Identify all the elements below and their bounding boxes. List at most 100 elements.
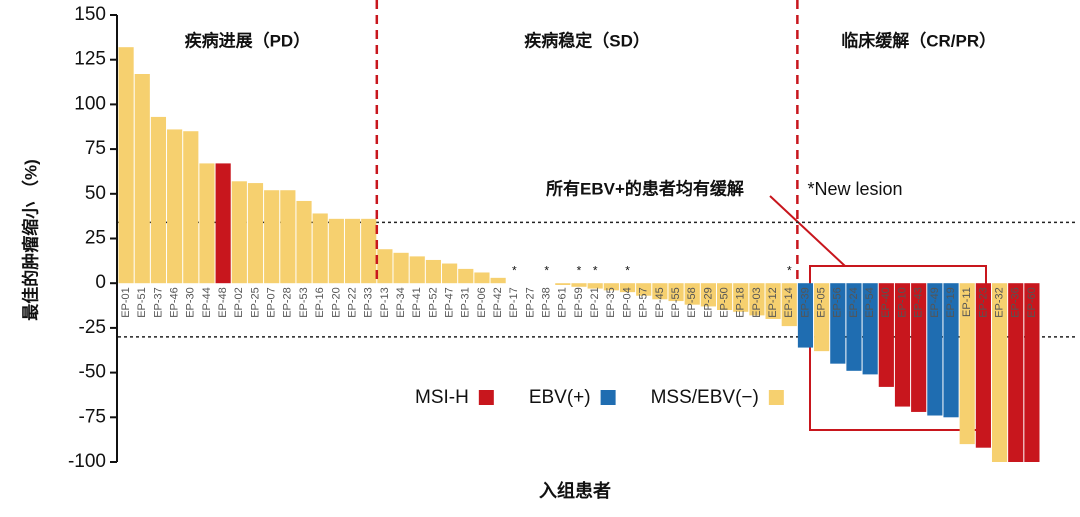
bar — [716, 283, 733, 311]
bar-label: EP-30 — [185, 287, 197, 318]
flag: * — [577, 263, 582, 277]
bar — [814, 283, 830, 352]
bar-label: EP-33 — [363, 287, 375, 318]
bar-label: EP-57 — [638, 287, 650, 318]
bar — [183, 131, 199, 284]
bar — [684, 283, 700, 305]
bar — [603, 283, 619, 291]
bar-label: EP-07 — [266, 287, 278, 318]
bar — [361, 218, 377, 284]
y-tick-label: -25 — [79, 317, 106, 338]
bar-label: EP-38 — [541, 287, 553, 318]
bar-label: EP-60 — [1026, 287, 1038, 318]
bar — [878, 283, 894, 387]
bar-label: EP-10 — [896, 287, 908, 318]
bar-label: EP-44 — [201, 287, 213, 318]
bar-label: EP-54 — [864, 287, 876, 318]
y-tick-label: 75 — [85, 138, 106, 159]
bar — [199, 163, 215, 284]
bar-label: EP-27 — [524, 287, 536, 318]
legend-swatch — [768, 390, 784, 405]
bar — [975, 283, 991, 448]
bar — [911, 283, 927, 412]
region-label: 疾病进展（PD） — [185, 30, 311, 50]
bar-label: EP-21 — [589, 287, 601, 318]
bar-label: EP-29 — [702, 287, 714, 318]
y-tick-label: 0 — [95, 272, 106, 293]
bar — [781, 283, 797, 327]
bar — [894, 283, 911, 407]
bar-label: EP-25 — [249, 287, 261, 318]
bar — [377, 249, 393, 284]
bar — [328, 218, 344, 284]
bar-label: EP-23 — [977, 287, 989, 318]
bar — [862, 283, 878, 375]
bar — [1024, 283, 1040, 462]
bar-label: EP-16 — [314, 287, 326, 318]
region-label: 疾病稳定（SD） — [524, 30, 650, 50]
legend-label: MSS/EBV(−) — [651, 387, 759, 408]
bar-label: EP-22 — [346, 287, 358, 318]
bar — [458, 268, 474, 284]
bar-label: EP-42 — [492, 287, 504, 318]
bar — [555, 283, 571, 285]
bar — [409, 256, 425, 284]
callout-arrow — [769, 195, 885, 267]
bar-label: EP-53 — [298, 287, 310, 318]
bar-label: EP-49 — [929, 287, 941, 318]
bar-label: EP-01 — [120, 287, 132, 318]
bar-label: EP-36 — [1010, 287, 1022, 318]
bar-label: EP-56 — [832, 287, 844, 318]
legend-label: MSI-H — [415, 387, 469, 408]
legend-label: EBV(+) — [529, 387, 591, 408]
bar-label: EP-11 — [961, 287, 973, 317]
bar — [733, 283, 749, 312]
legend-swatch — [478, 390, 494, 405]
bar-label: EP-46 — [169, 287, 181, 318]
bar-label: EP-02 — [233, 287, 245, 318]
bar-label: EP-03 — [751, 287, 763, 318]
bar-label: EP-51 — [136, 287, 148, 318]
bar-label: EP-04 — [621, 287, 633, 318]
bar — [571, 283, 587, 287]
bar — [490, 277, 506, 284]
bar-label: EP-48 — [217, 287, 229, 318]
bar — [846, 283, 862, 371]
bar-label: EP-14 — [783, 287, 795, 318]
bar — [959, 283, 975, 445]
bar — [927, 283, 943, 416]
bar — [442, 263, 458, 284]
y-tick-label: 150 — [74, 4, 106, 25]
bar — [280, 190, 296, 284]
region-label: 临床缓解（CR/PR） — [841, 30, 996, 50]
bar — [118, 47, 134, 284]
bar — [425, 259, 442, 284]
bar — [700, 283, 716, 307]
bar-label: EP-28 — [282, 287, 294, 318]
bar-label: EP-32 — [993, 287, 1005, 318]
bar — [619, 283, 636, 293]
y-axis-label: 最佳的肿瘤缩小 （%) — [20, 159, 40, 321]
bar-label: EP-50 — [718, 287, 730, 318]
bar-label: EP-17 — [508, 287, 520, 318]
bar-label: EP-34 — [395, 287, 407, 318]
flag: * — [787, 263, 792, 277]
bar-label: EP-40 — [880, 287, 892, 318]
bar — [765, 283, 781, 319]
flag: * — [625, 263, 630, 277]
bar-label: EP-06 — [476, 287, 488, 318]
bar-label: EP-59 — [573, 287, 585, 318]
y-tick-label: 125 — [74, 49, 106, 70]
legend-swatch — [600, 390, 616, 405]
y-tick-label: 100 — [74, 93, 106, 114]
bar — [264, 190, 280, 284]
flag-note: *New lesion — [807, 179, 902, 199]
bar-label: EP-05 — [816, 287, 828, 318]
bar — [636, 283, 652, 296]
y-tick-label: 25 — [85, 228, 106, 249]
bar-label: EP-55 — [670, 287, 682, 318]
y-tick-label: -100 — [68, 451, 106, 472]
bar-label: EP-61 — [557, 287, 569, 318]
bar-label: EP-47 — [444, 287, 456, 318]
